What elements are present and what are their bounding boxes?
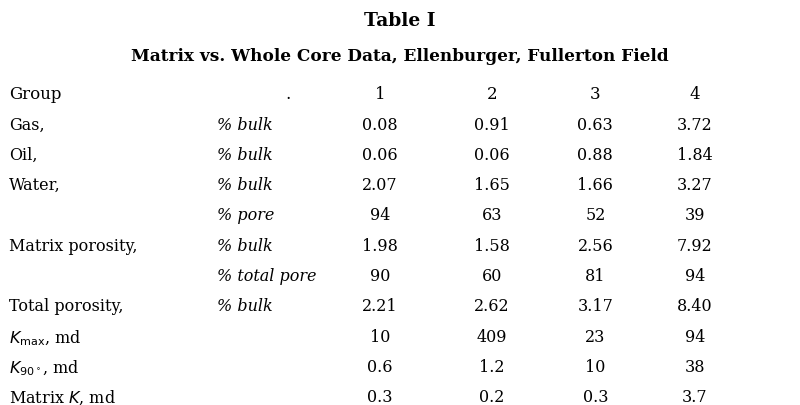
- Text: 1.66: 1.66: [578, 177, 614, 194]
- Text: 0.63: 0.63: [578, 116, 613, 133]
- Text: 0.3: 0.3: [367, 388, 393, 405]
- Text: 1: 1: [374, 86, 386, 103]
- Text: Matrix $K$, md: Matrix $K$, md: [10, 388, 116, 405]
- Text: Total porosity,: Total porosity,: [10, 298, 124, 315]
- Text: 1.98: 1.98: [362, 237, 398, 254]
- Text: 2.62: 2.62: [474, 298, 510, 315]
- Text: 23: 23: [585, 328, 606, 345]
- Text: 0.06: 0.06: [474, 147, 510, 164]
- Text: 0.2: 0.2: [479, 388, 504, 405]
- Text: Oil,: Oil,: [10, 147, 38, 164]
- Text: 3: 3: [590, 86, 601, 103]
- Text: 3.17: 3.17: [578, 298, 614, 315]
- Text: % bulk: % bulk: [217, 237, 272, 254]
- Text: Water,: Water,: [10, 177, 61, 194]
- Text: 1.84: 1.84: [677, 147, 713, 164]
- Text: 409: 409: [477, 328, 507, 345]
- Text: .: .: [286, 86, 291, 103]
- Text: 4: 4: [690, 86, 700, 103]
- Text: 2: 2: [486, 86, 497, 103]
- Text: Table I: Table I: [364, 13, 436, 30]
- Text: 94: 94: [370, 207, 390, 224]
- Text: $K_{\mathrm{max}}$, md: $K_{\mathrm{max}}$, md: [10, 328, 82, 347]
- Text: % pore: % pore: [217, 207, 274, 224]
- Text: Matrix vs. Whole Core Data, Ellenburger, Fullerton Field: Matrix vs. Whole Core Data, Ellenburger,…: [131, 47, 669, 64]
- Text: 39: 39: [685, 207, 706, 224]
- Text: 0.06: 0.06: [362, 147, 398, 164]
- Text: % bulk: % bulk: [217, 298, 272, 315]
- Text: 3.7: 3.7: [682, 388, 708, 405]
- Text: 0.91: 0.91: [474, 116, 510, 133]
- Text: 52: 52: [585, 207, 606, 224]
- Text: 8.40: 8.40: [677, 298, 713, 315]
- Text: 1.2: 1.2: [479, 358, 505, 375]
- Text: 3.72: 3.72: [677, 116, 713, 133]
- Text: % total pore: % total pore: [217, 267, 316, 284]
- Text: 90: 90: [370, 267, 390, 284]
- Text: 7.92: 7.92: [677, 237, 713, 254]
- Text: 38: 38: [685, 358, 706, 375]
- Text: % bulk: % bulk: [217, 147, 272, 164]
- Text: 60: 60: [482, 267, 502, 284]
- Text: 10: 10: [585, 358, 606, 375]
- Text: 0.3: 0.3: [582, 388, 608, 405]
- Text: 3.27: 3.27: [677, 177, 713, 194]
- Text: Matrix porosity,: Matrix porosity,: [10, 237, 138, 254]
- Text: 1.58: 1.58: [474, 237, 510, 254]
- Text: 10: 10: [370, 328, 390, 345]
- Text: $K_{90^\circ}$, md: $K_{90^\circ}$, md: [10, 358, 80, 377]
- Text: 81: 81: [585, 267, 606, 284]
- Text: 2.21: 2.21: [362, 298, 398, 315]
- Text: % bulk: % bulk: [217, 177, 272, 194]
- Text: 0.6: 0.6: [367, 358, 393, 375]
- Text: 1.65: 1.65: [474, 177, 510, 194]
- Text: 2.07: 2.07: [362, 177, 398, 194]
- Text: 0.08: 0.08: [362, 116, 398, 133]
- Text: 63: 63: [482, 207, 502, 224]
- Text: 0.88: 0.88: [578, 147, 613, 164]
- Text: Gas,: Gas,: [10, 116, 45, 133]
- Text: Group: Group: [10, 86, 62, 103]
- Text: 2.56: 2.56: [578, 237, 613, 254]
- Text: 94: 94: [685, 328, 705, 345]
- Text: % bulk: % bulk: [217, 116, 272, 133]
- Text: 94: 94: [685, 267, 705, 284]
